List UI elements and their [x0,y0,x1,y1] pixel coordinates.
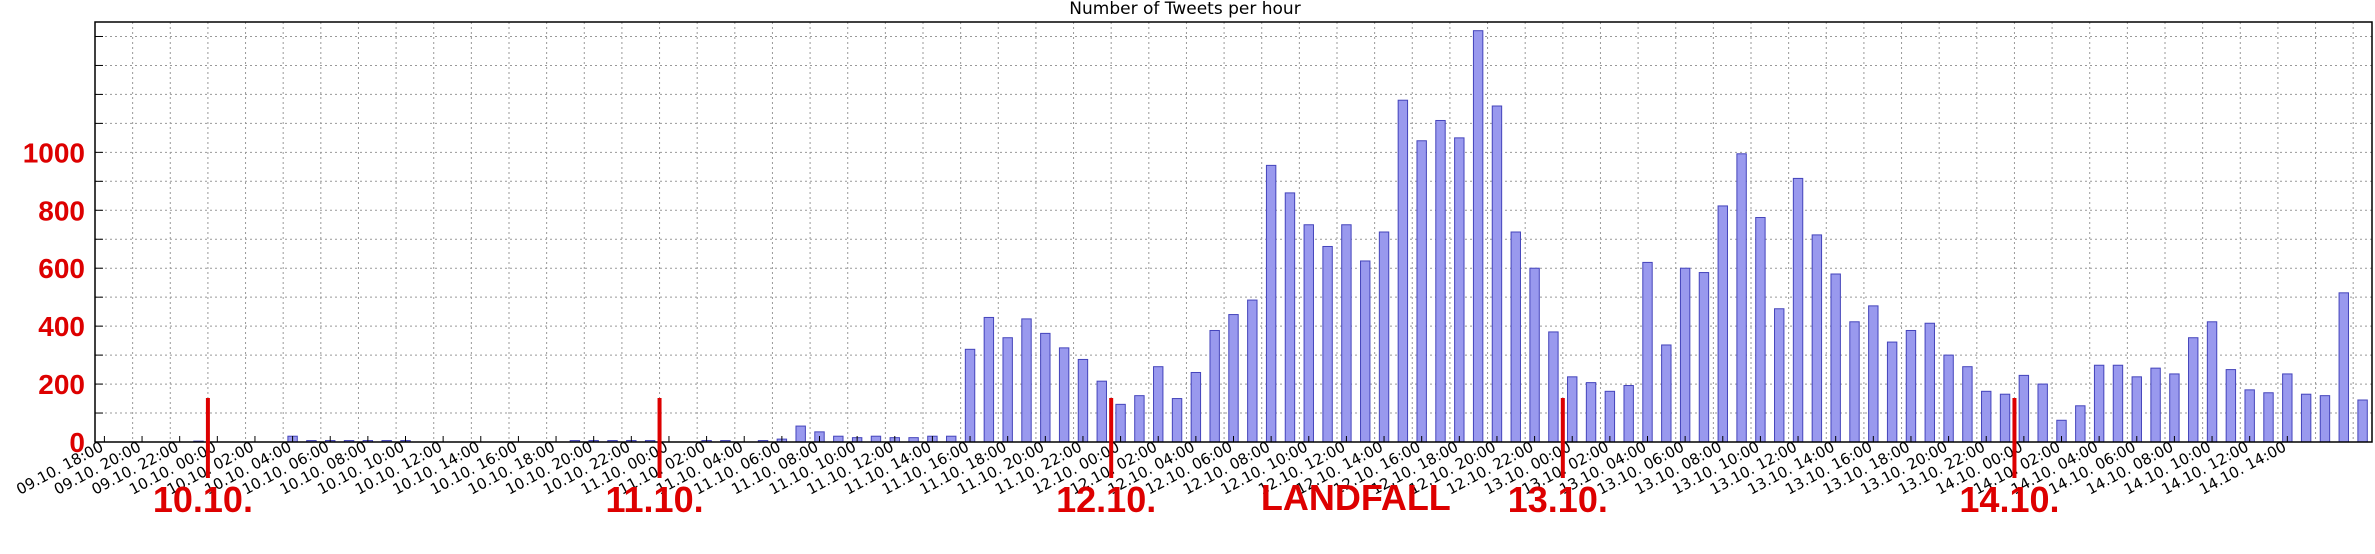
day-marker-label: 11.10. [605,479,703,520]
y-tick-label: 0 [69,427,85,458]
grid-lines [94,22,2372,442]
bar [1529,267,1540,443]
bar [1548,331,1559,443]
bar [1661,344,1672,443]
bar [2282,373,2293,443]
bar [1058,347,1070,443]
plot-frame [94,21,2373,443]
bar [2169,373,2180,443]
bar-series [193,30,2368,443]
bar [2188,337,2199,443]
bar [1679,267,1691,443]
bar [2206,321,2218,443]
bar [1472,30,1484,443]
bar [1849,321,1860,443]
bar [1416,140,1427,443]
bar [1962,366,1973,443]
bar [1040,332,1051,443]
bar [1491,105,1503,443]
bar [1830,273,1841,443]
bar [870,435,882,443]
y-tick-label: 800 [38,195,85,226]
bar [1454,137,1465,443]
bar [1567,376,1578,443]
day-marker-label: 10.10. [153,479,253,520]
bar [1303,224,1314,443]
bar [2319,395,2331,443]
bar [1924,322,1935,443]
bar [1360,260,1371,443]
bar [1510,231,1521,443]
bar [2075,405,2086,443]
bar [2112,364,2124,443]
bar [2300,393,2312,443]
bar [1209,329,1220,443]
y-tick-label: 400 [38,311,85,342]
bar [1322,245,1333,443]
bar [1642,261,1653,443]
bar [1096,380,1107,443]
bar [1265,164,1277,443]
bar [1247,299,1258,443]
bar [1981,390,1992,443]
bar [2357,399,2368,443]
y-axis-ticks: 0 200 400 600 800 1000 [23,137,85,458]
bar [2150,367,2161,443]
bar [1002,337,1013,443]
bar [1736,153,1747,443]
y-tick-label: 200 [38,369,85,400]
bar [1717,205,1728,443]
day-markers: 10.10. 11.10. 12.10. 13.10. 14.10. [153,398,2060,520]
bar [1604,390,1616,443]
bar [1153,366,1164,443]
bar [1077,358,1089,443]
bar [1341,224,1352,443]
bar [833,435,844,443]
bar [2338,292,2349,443]
bar [1435,119,1446,443]
bar [1886,341,1898,443]
y-tick-label: 1000 [23,137,85,168]
bar [1397,99,1409,443]
bar [1811,234,1823,443]
bar [1190,371,1202,443]
bar [1905,329,1917,443]
bar [1999,393,2011,443]
bar [1623,385,1634,443]
bar [983,316,995,443]
bar [1755,217,1766,443]
bar [2263,392,2274,443]
chart-title: Number of Tweets per hour [1069,0,1300,19]
annotations: LANDFALL [1261,477,1451,518]
landfall-annotation: LANDFALL [1261,477,1451,518]
bar [1774,308,1785,443]
bar [964,348,976,443]
day-marker-label: 12.10. [1056,479,1156,520]
bar [1284,192,1296,443]
bar [795,425,806,443]
bar [1698,272,1710,443]
bar [2225,369,2237,443]
bar [1228,314,1239,443]
bar [2018,374,2030,443]
day-marker-label: 13.10. [1508,479,1608,520]
bar [1134,395,1145,443]
y-tick-label: 600 [38,253,85,284]
bar [1585,382,1597,443]
bar [1021,318,1032,443]
day-marker-label: 14.10. [1959,479,2059,520]
bar [1792,177,1804,443]
bar [1943,354,1954,443]
bar [2244,389,2255,443]
bar [2037,383,2048,443]
bar [946,435,957,443]
bar [2131,376,2142,443]
bar [1868,305,1879,443]
bar [2093,364,2105,443]
bar [1171,398,1183,443]
bar [1378,231,1390,443]
